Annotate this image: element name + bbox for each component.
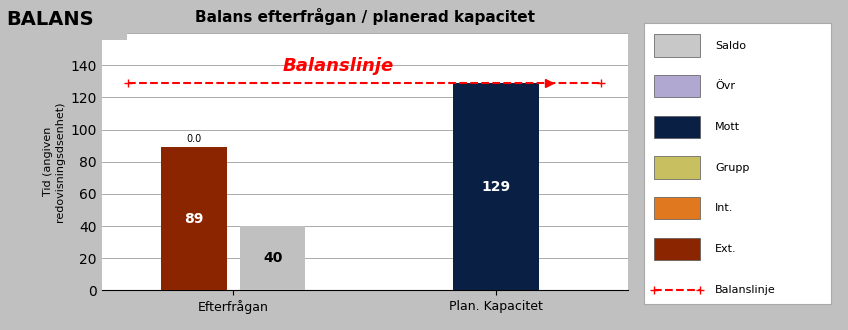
Text: 0.0: 0.0 (187, 134, 201, 144)
Text: Balanslinje: Balanslinje (282, 57, 394, 75)
Bar (161, 147, 226, 290)
Text: Saldo: Saldo (716, 41, 746, 50)
Title: Balans efterfrågan / planerad kapacitet: Balans efterfrågan / planerad kapacitet (195, 8, 534, 25)
Text: 40: 40 (263, 251, 282, 265)
Text: 129: 129 (482, 180, 510, 194)
Text: Mott: Mott (716, 122, 740, 132)
Text: Grupp: Grupp (716, 163, 750, 173)
FancyBboxPatch shape (654, 115, 700, 138)
Text: Övr: Övr (716, 81, 735, 91)
FancyBboxPatch shape (654, 197, 700, 219)
Text: 89: 89 (184, 212, 204, 226)
Bar (240, 226, 305, 290)
Text: Int.: Int. (716, 203, 734, 213)
FancyBboxPatch shape (654, 156, 700, 179)
FancyBboxPatch shape (654, 238, 700, 260)
Text: Ext.: Ext. (716, 244, 737, 254)
Bar (454, 83, 538, 290)
FancyBboxPatch shape (654, 75, 700, 97)
Text: BALANS: BALANS (6, 10, 94, 29)
Y-axis label: Tid (angiven
redovisningsdsenhet): Tid (angiven redovisningsdsenhet) (43, 101, 64, 222)
FancyBboxPatch shape (654, 34, 700, 57)
Text: Balanslinje: Balanslinje (716, 284, 776, 295)
